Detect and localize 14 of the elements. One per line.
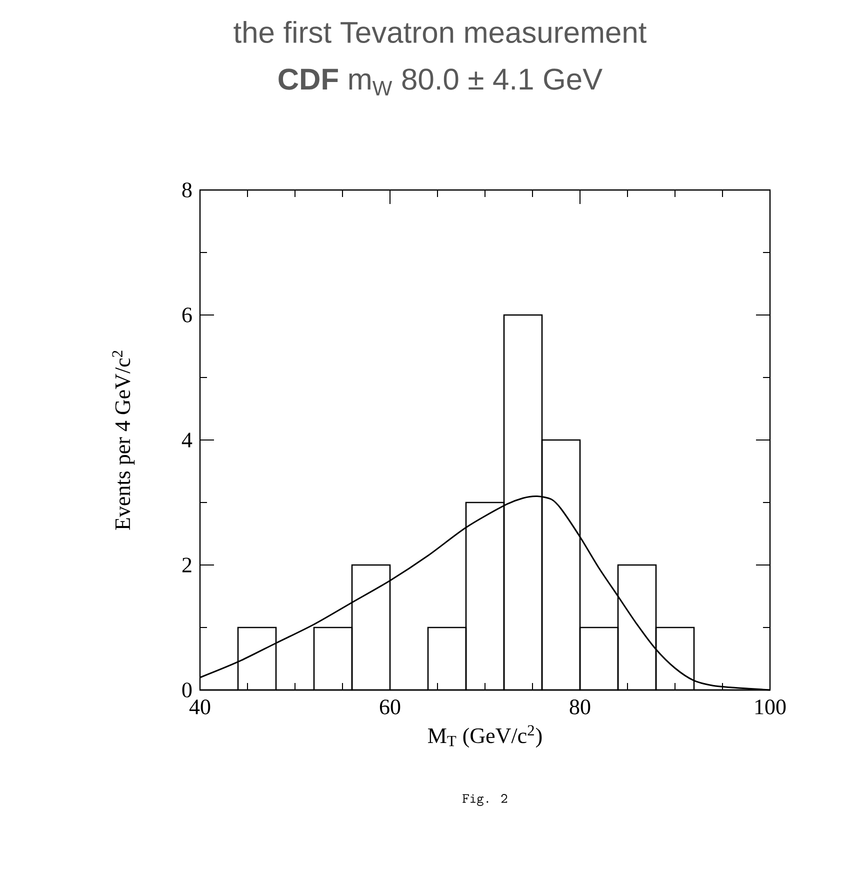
chart-title: the first Tevatron measurement [234, 20, 646, 44]
x-axis-title: M$_{T}$ (GeV/c$^{2}$) [428, 725, 542, 748]
y-tick-label: 0 [182, 682, 192, 698]
x-tick-label: 100 [755, 700, 786, 714]
caption: Fig. 2 [462, 794, 508, 806]
y-tick-label: 8 [182, 182, 192, 198]
x-tick-label: 80 [570, 700, 590, 714]
y-tick-label: 2 [182, 558, 192, 572]
x-tick-label: 60 [380, 700, 400, 714]
x-tick-label: 40 [189, 700, 210, 714]
y-axis-title: Events per 4 GeV/c$^{2}$ [112, 350, 135, 530]
y-tick-label: 4 [182, 432, 192, 448]
chart-subtitle: CDF m$_{W}$ 80.0 ± 4.1 GeV [278, 68, 602, 96]
y-tick-label: 6 [182, 308, 192, 322]
